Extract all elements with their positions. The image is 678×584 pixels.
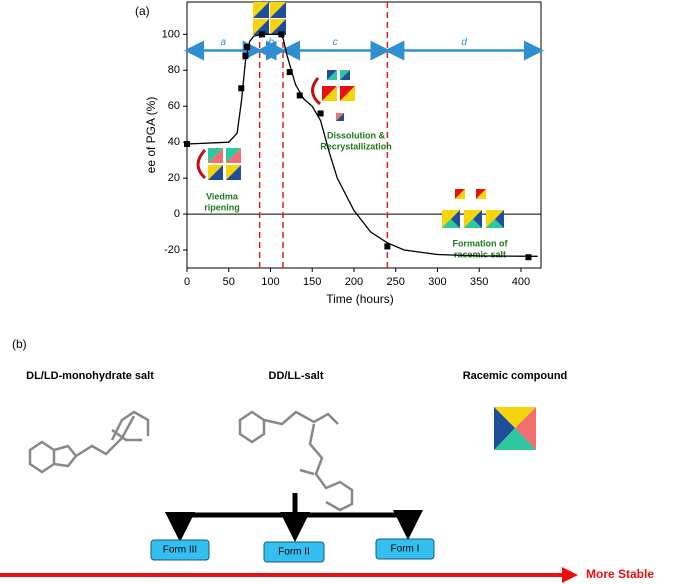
icon <box>270 19 286 35</box>
y-tick-label: 0 <box>174 208 180 220</box>
plot-frame <box>186 1 542 269</box>
panel-label: (b) <box>12 337 27 351</box>
data-point <box>296 92 303 99</box>
structure-label: Racemic compound <box>463 370 568 382</box>
form-label: Form I <box>391 544 420 555</box>
x-tick-label: 300 <box>428 276 446 288</box>
cycle-arrow <box>196 148 207 180</box>
x-tick-label: 250 <box>387 276 405 288</box>
data-point <box>286 69 293 76</box>
icon <box>442 219 460 228</box>
stability-label: More Stable <box>586 567 654 581</box>
form-box <box>150 539 210 561</box>
form-label: Form III <box>163 545 197 556</box>
icon <box>486 219 504 228</box>
icon <box>476 189 486 199</box>
molecule <box>28 410 354 512</box>
x-tick-label: 100 <box>261 276 279 288</box>
data-point <box>244 43 251 50</box>
annotation: ripening <box>204 202 240 212</box>
form-label: Form II <box>278 547 310 558</box>
icon <box>208 148 223 163</box>
annotation: Recrystallization <box>320 141 392 151</box>
annotation: Dissolution & <box>327 130 385 140</box>
y-tick-label: 40 <box>168 136 180 148</box>
annotation: Formation of <box>453 238 509 248</box>
annotation: racemic salt <box>454 249 506 259</box>
cycle-arrow <box>311 77 322 106</box>
icon <box>455 189 465 199</box>
icon <box>253 19 269 35</box>
data-point <box>278 31 285 38</box>
form-box <box>263 541 325 563</box>
x-axis-label: Time (hours) <box>326 292 394 306</box>
y-tick-label: 80 <box>168 64 180 76</box>
icon <box>327 70 337 80</box>
y-tick-label: 60 <box>168 100 180 112</box>
data-point <box>317 110 324 117</box>
x-tick-label: 200 <box>345 276 363 288</box>
annotation: Viedma <box>206 191 239 201</box>
icon <box>253 2 269 18</box>
data-point <box>242 52 249 59</box>
x-tick-label: 150 <box>303 276 321 288</box>
phase-label: b <box>269 37 275 48</box>
icon <box>340 86 355 101</box>
y-axis-label: ee of PGA (%) <box>144 97 158 174</box>
icon <box>336 113 344 121</box>
structure-label: DD/LL-salt <box>269 370 324 382</box>
phase-label: a <box>221 37 227 48</box>
tree <box>165 493 423 542</box>
y-tick-label: 100 <box>162 28 180 40</box>
fit-line <box>186 33 538 257</box>
data-point <box>384 243 391 250</box>
panel-label: (a) <box>135 4 150 18</box>
icon <box>208 165 223 180</box>
form-box <box>375 538 435 560</box>
y-tick-label: -20 <box>164 244 180 256</box>
data-point <box>238 85 245 92</box>
icon <box>270 2 286 18</box>
x-tick-label: 350 <box>470 276 488 288</box>
data-point <box>525 254 532 261</box>
x-tick-label: 50 <box>223 276 235 288</box>
icon <box>322 86 337 101</box>
phase-label: d <box>461 37 467 48</box>
racemic-icon <box>494 407 536 450</box>
x-tick-label: 0 <box>184 276 190 288</box>
icon <box>226 165 241 180</box>
x-tick-label: 400 <box>512 276 530 288</box>
icon <box>464 219 482 228</box>
icon <box>340 70 350 80</box>
icon <box>226 148 241 163</box>
phase-label: c <box>333 37 338 48</box>
y-tick-label: 20 <box>168 172 180 184</box>
structure-label: DL/LD-monohydrate salt <box>26 370 154 382</box>
stability-arrowhead <box>562 567 578 583</box>
